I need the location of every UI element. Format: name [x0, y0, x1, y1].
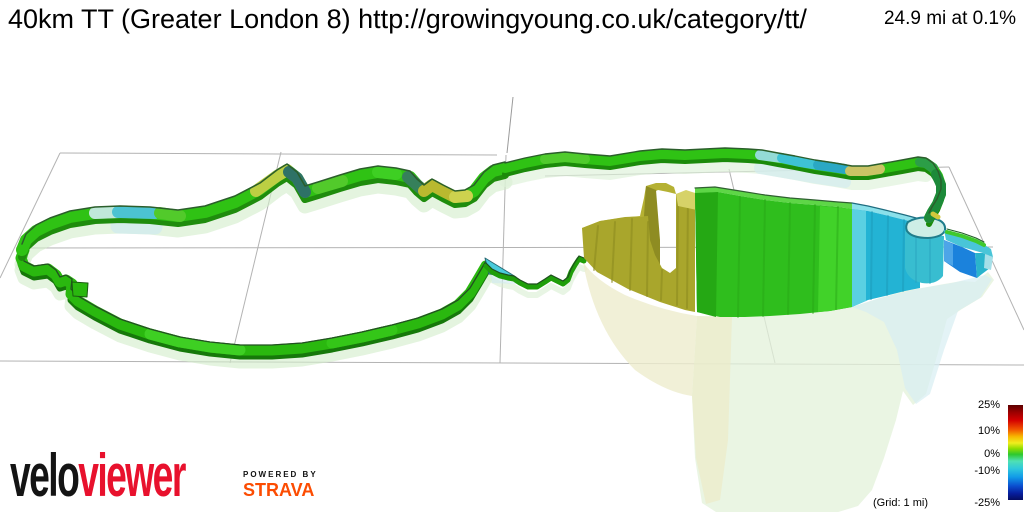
shape-east-face	[944, 230, 993, 257]
shape-ghost-top-cyan	[754, 162, 851, 188]
legend-label-neg25: -25%	[974, 497, 1000, 509]
shape-east-green-outline	[946, 228, 985, 243]
shape-switchback-yellow-tick	[930, 211, 941, 220]
veloviewer-logo: veloviewer	[10, 442, 186, 512]
legend-label-10: 10%	[977, 425, 1000, 437]
shape-loop-upper-teal-wall	[283, 166, 311, 198]
shape-loop-lower-lt2	[326, 324, 398, 349]
shape-top-ribbon-cyan2	[813, 160, 850, 174]
shape-ghost-top-ribbon	[499, 160, 932, 190]
shape-loop-upper-wall	[18, 171, 509, 261]
shape-east-green-ribbon	[945, 230, 986, 247]
shape-top-ribbon-olive	[845, 164, 885, 176]
shape-tube-wall	[905, 231, 944, 284]
route-summary: 24.9 mi at 0.1%	[883, 8, 1016, 29]
logo-velo: velo	[10, 442, 80, 509]
shape-green-wall	[695, 192, 852, 317]
shape-grid-axis	[506, 96, 514, 154]
shape-top-ribbon-lt	[540, 152, 590, 164]
shape-east-blue-lt	[944, 240, 953, 266]
gradient-legend-bar	[1008, 405, 1023, 500]
shape-green-wall-top-strip	[695, 187, 852, 209]
shape-ghost-loop-upper	[14, 174, 513, 272]
shape-top-ribbon-cyan	[777, 153, 823, 170]
shape-loop-upper-lt1	[154, 207, 186, 222]
legend-label-25: 25%	[977, 399, 1000, 411]
legend-label-neg10: -10%	[974, 465, 1000, 477]
shape-loop-upper-lt3	[372, 166, 402, 180]
shape-ghost-loop-upper-cyan	[110, 218, 163, 235]
shape-ghost-loop-lower	[14, 255, 493, 369]
strava-attribution: POWERED BY STRAVA	[243, 470, 318, 501]
shape-olive-wall	[582, 191, 695, 312]
shape-green-wall-top-outline	[694, 186, 853, 204]
logo-viewer: viewer	[78, 442, 186, 509]
shape-east-pale-tip	[984, 254, 993, 270]
shape-olive-cap	[676, 190, 697, 210]
shape-loop-upper-olive-lt	[449, 190, 473, 203]
shape-cyan-wall-lt-col	[852, 209, 866, 307]
grid-spacing-note: (Grid: 1 mi)	[873, 497, 928, 509]
shape-grid-left-edge	[0, 152, 61, 279]
legend-label-0: 0%	[984, 448, 1000, 460]
shape-ghost-right-yellow	[583, 262, 697, 396]
shape-ghost-right-yellow-deep	[692, 316, 732, 504]
shape-tube-striations	[915, 236, 931, 284]
shape-olive-fold-dark	[644, 186, 660, 268]
shape-loop-lower-lt1	[144, 328, 246, 356]
shape-loop-upper-outline	[21, 161, 506, 245]
shape-wiggle-path	[483, 256, 587, 290]
shape-loop-box	[71, 281, 89, 298]
shape-green-striations	[737, 196, 839, 318]
shape-top-ribbon-darkgreen	[915, 157, 938, 173]
shape-grid-top-a	[59, 152, 498, 156]
shape-loop-upper-olive	[418, 179, 461, 203]
shape-cyan-wall-top-strip	[852, 203, 920, 224]
shape-green-wall-bright-col	[818, 206, 852, 312]
shape-loop-lower-outline	[20, 244, 487, 346]
shape-loop-upper-lt2	[312, 175, 348, 194]
shape-top-ribbon-outline	[504, 147, 942, 214]
strava-logo: STRAVA	[243, 480, 315, 500]
shape-loop-upper-cyan	[112, 206, 161, 219]
shape-wiggle-outline	[485, 255, 585, 285]
powered-by-label: POWERED BY	[243, 470, 318, 479]
shape-green-wall-dark-col	[695, 192, 718, 317]
page-title: 40km TT (Greater London 8) http://growin…	[8, 4, 807, 34]
shape-cyan-striations	[870, 211, 905, 300]
shape-ghost-right-cyan	[852, 275, 992, 404]
shape-ghost-wiggle	[483, 264, 587, 298]
shape-olive-striations	[593, 192, 689, 309]
shape-cyan-wall-top-outline	[851, 202, 921, 220]
